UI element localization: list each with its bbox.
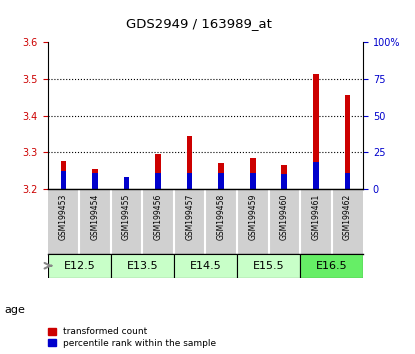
Bar bbox=[124, 177, 129, 189]
Text: E16.5: E16.5 bbox=[316, 261, 347, 271]
Bar bbox=[174, 253, 237, 278]
Text: GSM199462: GSM199462 bbox=[343, 194, 352, 240]
Bar bbox=[281, 174, 287, 189]
Text: GSM199456: GSM199456 bbox=[154, 194, 163, 240]
Bar bbox=[155, 172, 161, 189]
Text: age: age bbox=[4, 305, 25, 315]
Text: E15.5: E15.5 bbox=[253, 261, 284, 271]
Text: GSM199457: GSM199457 bbox=[185, 194, 194, 240]
Text: GSM199453: GSM199453 bbox=[59, 194, 68, 240]
Bar bbox=[61, 161, 66, 189]
Bar bbox=[187, 172, 193, 189]
Bar bbox=[218, 172, 224, 189]
Bar bbox=[92, 169, 98, 189]
Bar bbox=[344, 96, 350, 189]
Bar bbox=[250, 158, 256, 189]
Text: GSM199455: GSM199455 bbox=[122, 194, 131, 240]
Bar bbox=[313, 162, 319, 189]
Text: GSM199454: GSM199454 bbox=[90, 194, 100, 240]
Bar bbox=[281, 165, 287, 189]
Bar bbox=[124, 185, 129, 189]
Text: GDS2949 / 163989_at: GDS2949 / 163989_at bbox=[126, 17, 272, 30]
Bar bbox=[61, 171, 66, 189]
Bar bbox=[237, 253, 300, 278]
Bar bbox=[300, 253, 363, 278]
Text: E13.5: E13.5 bbox=[127, 261, 158, 271]
Bar bbox=[92, 172, 98, 189]
Text: GSM199461: GSM199461 bbox=[311, 194, 320, 240]
Bar bbox=[250, 172, 256, 189]
Bar bbox=[218, 163, 224, 189]
Bar bbox=[313, 74, 319, 189]
Bar bbox=[155, 154, 161, 189]
Legend: transformed count, percentile rank within the sample: transformed count, percentile rank withi… bbox=[46, 326, 218, 349]
Bar bbox=[187, 136, 193, 189]
Text: GSM199458: GSM199458 bbox=[217, 194, 226, 240]
Text: GSM199460: GSM199460 bbox=[280, 194, 289, 240]
Text: GSM199459: GSM199459 bbox=[248, 194, 257, 240]
Bar bbox=[48, 253, 111, 278]
Bar bbox=[111, 253, 174, 278]
Text: E12.5: E12.5 bbox=[63, 261, 95, 271]
Text: E14.5: E14.5 bbox=[190, 261, 221, 271]
Bar bbox=[344, 172, 350, 189]
